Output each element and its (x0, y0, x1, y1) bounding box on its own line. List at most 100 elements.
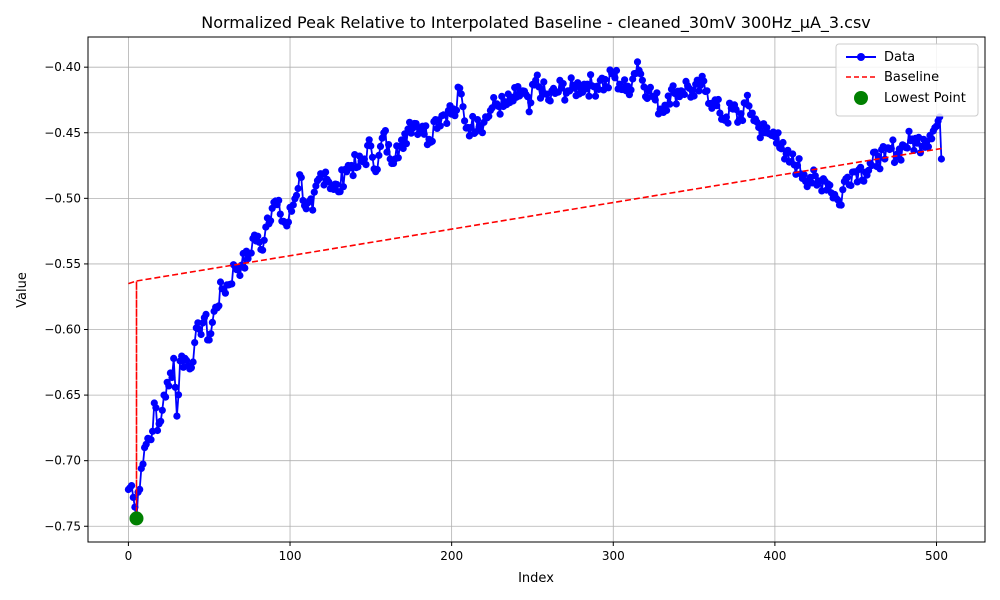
data-point (629, 75, 637, 83)
data-point (197, 330, 205, 339)
data-point (367, 142, 375, 150)
data-point (381, 127, 389, 135)
y-tick-label: −0.55 (44, 257, 81, 271)
data-point (633, 58, 642, 66)
data-point (889, 136, 897, 144)
data-point (456, 84, 464, 92)
data-point (339, 183, 347, 191)
legend-lowest-marker (854, 91, 868, 105)
data-point (254, 232, 262, 240)
data-point (847, 181, 855, 190)
data-point (152, 404, 160, 412)
data-point (857, 163, 865, 171)
data-point (637, 70, 645, 78)
data-point (793, 161, 802, 170)
data-point (302, 205, 310, 213)
data-point (525, 108, 533, 116)
data-point (307, 195, 315, 203)
y-tick-label: −0.75 (44, 519, 81, 533)
data-point (333, 180, 341, 189)
data-point (322, 168, 330, 176)
data-point (490, 94, 498, 102)
x-tick-label: 0 (125, 549, 133, 563)
data-point (585, 92, 593, 100)
data-point (375, 151, 383, 159)
data-point (129, 493, 137, 501)
data-point (924, 143, 933, 151)
data-point (147, 436, 155, 444)
y-tick-label: −0.45 (44, 126, 81, 140)
data-point (640, 83, 648, 91)
data-point (910, 146, 918, 154)
data-point (604, 84, 613, 92)
data-point (349, 172, 357, 180)
data-point (383, 148, 391, 156)
data-point (774, 129, 782, 137)
data-point (215, 302, 223, 310)
y-tick-label: −0.70 (44, 454, 81, 468)
data-point (737, 110, 745, 118)
data-point (514, 83, 522, 91)
data-point (928, 135, 936, 143)
data-point (457, 90, 465, 98)
data-point (887, 144, 895, 153)
data-point (275, 196, 283, 204)
data-point (524, 93, 532, 101)
legend-label-baseline: Baseline (884, 70, 939, 85)
data-point (297, 173, 305, 182)
data-point (664, 92, 672, 100)
data-point (672, 100, 680, 108)
data-point (368, 153, 377, 161)
baseline-line (128, 147, 942, 520)
data-point (485, 112, 493, 120)
data-point (795, 155, 803, 163)
x-tick-label: 500 (925, 549, 948, 563)
data-point (189, 358, 197, 366)
data-point (187, 364, 195, 372)
data-point (451, 112, 459, 120)
x-axis-label: Index (518, 571, 554, 586)
data-point (881, 155, 889, 163)
data-point (784, 146, 792, 154)
data-point (748, 109, 756, 117)
data-point (653, 89, 661, 97)
data-point (259, 246, 267, 254)
data-point (666, 100, 674, 108)
data-point (570, 84, 579, 92)
data-point (360, 155, 368, 163)
data-point (174, 391, 183, 399)
data-point (903, 144, 912, 152)
legend: Data Baseline Lowest Point (835, 43, 979, 117)
data-point (354, 163, 362, 171)
x-tick-label: 300 (602, 549, 625, 563)
data-point (777, 145, 786, 153)
data-point (397, 136, 406, 144)
data-point (202, 310, 210, 318)
data-point (763, 124, 771, 132)
data-point (428, 137, 436, 145)
data-point (157, 417, 165, 425)
x-tick-label: 100 (279, 549, 302, 563)
y-tick-label: −0.65 (44, 388, 81, 402)
data-point (165, 382, 173, 390)
data-point (732, 105, 740, 114)
data-point (890, 158, 899, 167)
data-point (703, 87, 711, 95)
y-tick-label: −0.40 (44, 60, 81, 74)
legend-data-marker (857, 53, 865, 61)
data-point (205, 336, 213, 344)
data-point (874, 152, 882, 160)
axis-ticks: 0 100 200 300 400 500 −0.75 −0.70 −0.65 −0.60 −0.5… (44, 60, 948, 563)
data-point (540, 78, 548, 86)
x-tick-label: 400 (763, 549, 786, 563)
data-point (284, 218, 292, 226)
data-point (394, 154, 402, 162)
data-point (527, 99, 535, 107)
y-axis-label: Value (15, 272, 30, 308)
data-point (128, 482, 136, 490)
x-tick-label: 200 (440, 549, 463, 563)
data-point (621, 76, 629, 84)
legend-box (835, 43, 979, 117)
data-point (289, 201, 297, 209)
